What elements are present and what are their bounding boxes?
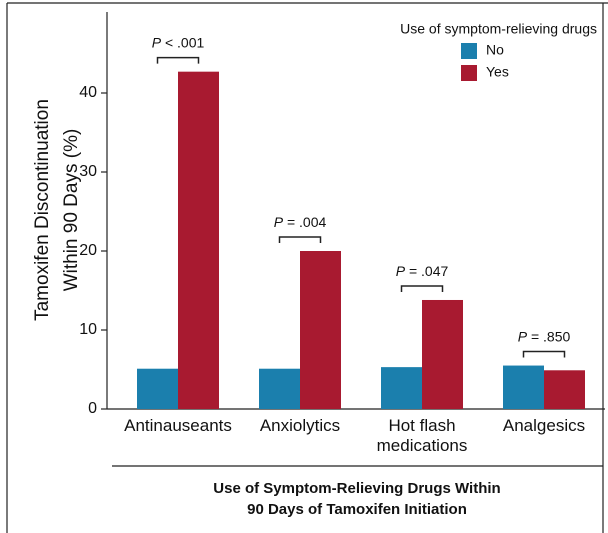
x-tick-label: Antinauseants: [124, 416, 232, 435]
significance-bracket: [522, 350, 566, 358]
p-value-label: P = .004: [274, 214, 327, 230]
y-tick-label: 10: [79, 321, 97, 338]
p-value: < .001: [165, 34, 205, 50]
legend-title: Use of symptom-relieving drugs: [400, 21, 597, 37]
y-tick-label: 30: [79, 163, 97, 180]
significance-bracket: [278, 236, 322, 243]
x-tick-label: Anxiolytics: [259, 416, 341, 435]
significance-bracket: [400, 285, 444, 292]
p-symbol: P: [518, 328, 528, 344]
p-value: = .004: [287, 214, 327, 230]
legend-swatch: [461, 43, 477, 59]
y-axis-title: Tamoxifen Discontinuation: [32, 99, 53, 321]
bar: [422, 299, 463, 409]
x-axis-title: 90 Days of Tamoxifen Initiation: [247, 501, 467, 518]
p-value-label: P = .850: [518, 328, 571, 344]
bar: [137, 368, 178, 409]
bar: [178, 71, 219, 410]
p-value-label: P = .047: [396, 263, 449, 279]
p-symbol: P: [274, 214, 284, 230]
bar: [259, 368, 300, 409]
legend-swatch: [461, 65, 477, 81]
p-symbol: P: [396, 263, 406, 279]
p-value: = .850: [531, 328, 571, 344]
x-axis-title: Use of Symptom-Relieving Drugs Within: [213, 480, 500, 497]
significance-bracket: [156, 56, 200, 64]
y-tick-label: 20: [79, 242, 97, 259]
p-value-label: P < .001: [152, 34, 205, 50]
bar: [300, 251, 341, 409]
legend-label: No: [486, 42, 504, 58]
y-tick-label: 0: [88, 400, 97, 417]
x-tick-label: Hot flash medications: [376, 416, 468, 455]
y-tick-label: 40: [79, 84, 97, 101]
p-symbol: P: [152, 34, 162, 50]
bar: [381, 367, 422, 409]
bar: [544, 370, 585, 409]
legend-label: Yes: [486, 64, 509, 80]
y-axis-title: Within 90 Days (%): [61, 129, 82, 292]
x-tick-label: Analgesics: [502, 416, 586, 435]
p-value: = .047: [409, 263, 449, 279]
bar: [503, 365, 544, 409]
